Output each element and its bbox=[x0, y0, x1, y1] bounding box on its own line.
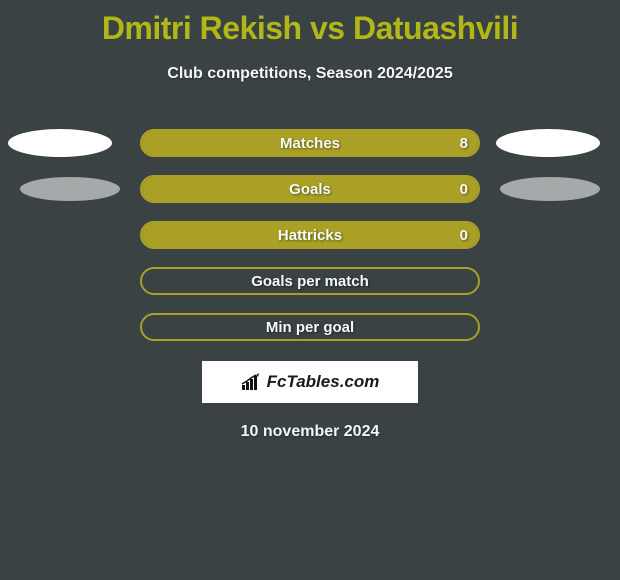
left-ellipse bbox=[8, 129, 112, 157]
stat-row: Min per goal bbox=[0, 313, 620, 341]
stat-row: Hattricks0 bbox=[0, 221, 620, 249]
bar-label: Matches bbox=[142, 131, 478, 155]
left-ellipse bbox=[20, 177, 120, 201]
stat-bar: Goals per match bbox=[140, 267, 480, 295]
right-ellipse bbox=[500, 177, 600, 201]
stat-bar: Matches8 bbox=[140, 129, 480, 157]
stat-row: Goals0 bbox=[0, 175, 620, 203]
right-ellipse bbox=[496, 129, 600, 157]
bars-icon bbox=[241, 373, 263, 391]
subtitle: Club competitions, Season 2024/2025 bbox=[0, 65, 620, 83]
bar-value-right: 8 bbox=[460, 131, 468, 155]
bar-value-right: 0 bbox=[460, 177, 468, 201]
bar-label: Goals per match bbox=[142, 269, 478, 293]
stat-bar: Hattricks0 bbox=[140, 221, 480, 249]
logo-text: FcTables.com bbox=[267, 372, 380, 392]
page-title: Dmitri Rekish vs Datuashvili bbox=[0, 0, 620, 47]
bar-label: Goals bbox=[142, 177, 478, 201]
bar-value-right: 0 bbox=[460, 223, 468, 247]
date-text: 10 november 2024 bbox=[0, 423, 620, 441]
stat-bar: Min per goal bbox=[140, 313, 480, 341]
logo-box: FcTables.com bbox=[202, 361, 418, 403]
bar-label: Hattricks bbox=[142, 223, 478, 247]
bar-label: Min per goal bbox=[142, 315, 478, 339]
stat-bar: Goals0 bbox=[140, 175, 480, 203]
stat-row: Matches8 bbox=[0, 129, 620, 157]
stats-rows: Matches8Goals0Hattricks0Goals per matchM… bbox=[0, 129, 620, 341]
stat-row: Goals per match bbox=[0, 267, 620, 295]
